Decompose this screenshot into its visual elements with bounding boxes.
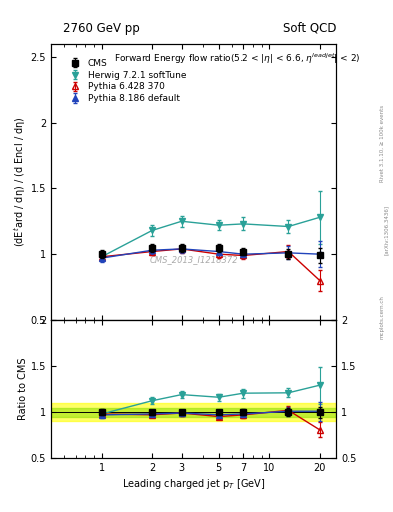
Bar [51, 403, 336, 421]
X-axis label: Leading charged jet p$_{T}$ [GeV]: Leading charged jet p$_{T}$ [GeV] [122, 477, 265, 492]
Text: mcplots.cern.ch: mcplots.cern.ch [380, 295, 384, 339]
Bar [51, 408, 336, 417]
Text: CMS_2013_I1218372: CMS_2013_I1218372 [149, 254, 238, 264]
Text: Forward Energy flow ratio(5.2 < |$\eta$| < 6.6, $\eta^{leadjet}$| < 2): Forward Energy flow ratio(5.2 < |$\eta$|… [114, 52, 360, 66]
Text: Rivet 3.1.10, ≥ 100k events: Rivet 3.1.10, ≥ 100k events [380, 105, 384, 182]
Text: Soft QCD: Soft QCD [283, 22, 336, 35]
Y-axis label: Ratio to CMS: Ratio to CMS [18, 358, 28, 420]
Legend: CMS, Herwig 7.2.1 softTune, Pythia 6.428 370, Pythia 8.186 default: CMS, Herwig 7.2.1 softTune, Pythia 6.428… [64, 56, 189, 106]
Y-axis label: (dE$^{t}$ard / dη) / (d Encl / dη): (dE$^{t}$ard / dη) / (d Encl / dη) [12, 116, 28, 247]
Text: 2760 GeV pp: 2760 GeV pp [63, 22, 140, 35]
Text: [arXiv:1306.3436]: [arXiv:1306.3436] [384, 205, 389, 255]
